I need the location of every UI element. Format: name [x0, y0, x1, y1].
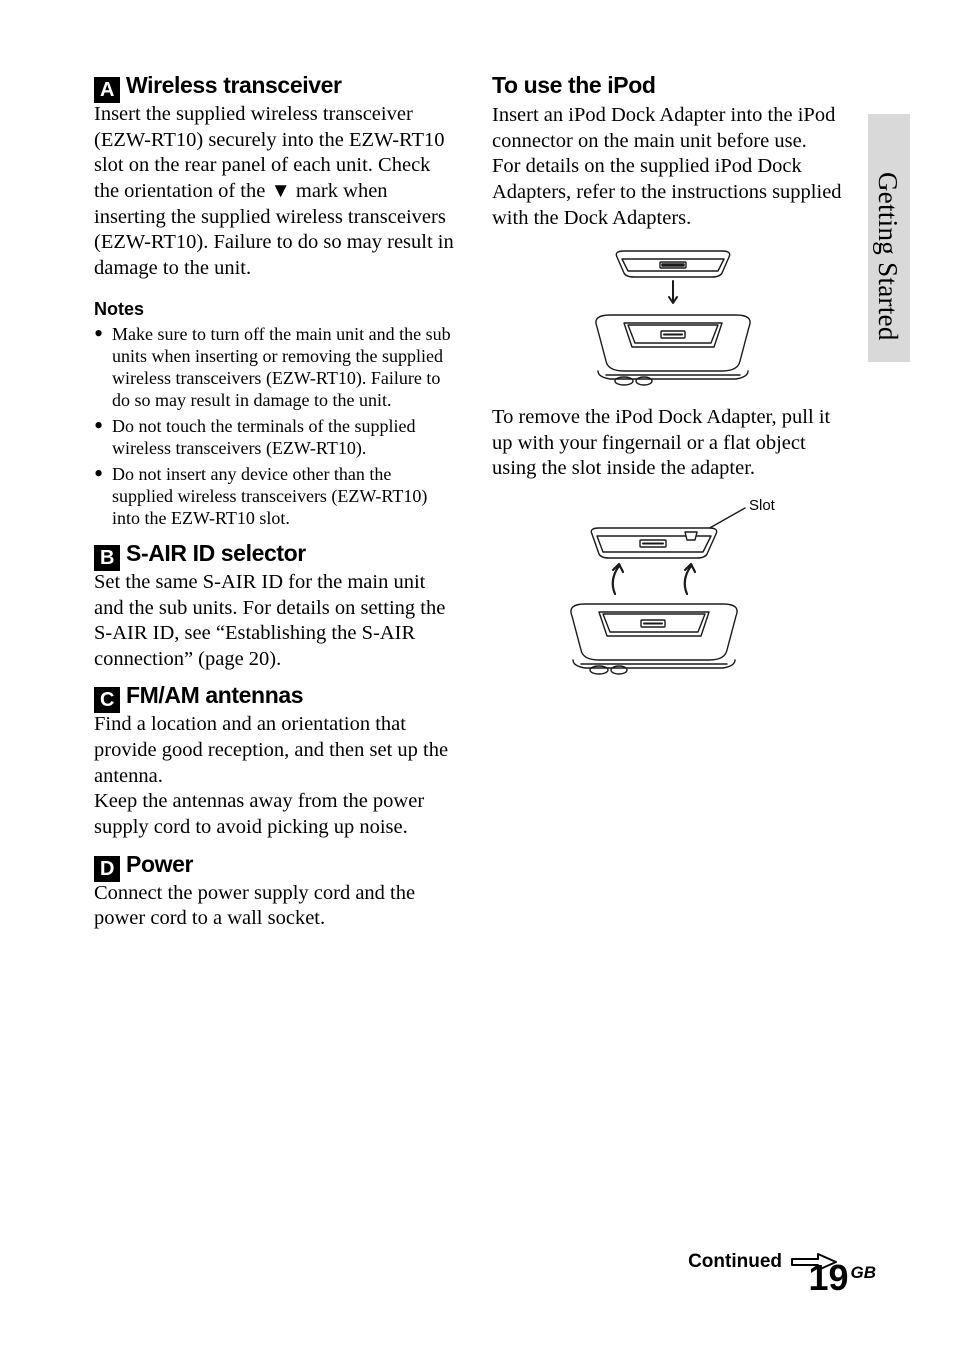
- page-number-value: 19: [808, 1257, 848, 1299]
- ipod-body-1: Insert an iPod Dock Adapter into the iPo…: [492, 103, 852, 154]
- right-column: To use the iPod Insert an iPod Dock Adap…: [492, 72, 852, 932]
- notes-heading: Notes: [94, 299, 454, 320]
- ipod-body-2: For details on the supplied iPod Dock Ad…: [492, 154, 852, 231]
- section-d-body: Connect the power supply cord and the po…: [94, 881, 454, 932]
- slot-callout-label: Slot: [749, 497, 776, 514]
- content-columns: A Wireless transceiver Insert the suppli…: [94, 72, 860, 932]
- ipod-heading: To use the iPod: [492, 72, 852, 99]
- section-a-heading: A Wireless transceiver: [94, 72, 454, 100]
- ipod-body-3: To remove the iPod Dock Adapter, pull it…: [492, 405, 852, 482]
- section-a-body: Insert the supplied wireless transceiver…: [94, 102, 454, 281]
- section-b-heading: B S-AIR ID selector: [94, 540, 454, 568]
- section-tab-label: Getting Started: [872, 172, 903, 341]
- note-item: Do not touch the terminals of the suppli…: [94, 416, 454, 460]
- section-b-title: S-AIR ID selector: [126, 540, 306, 566]
- section-b-body: Set the same S-AIR ID for the main unit …: [94, 570, 454, 673]
- note-item: Make sure to turn off the main unit and …: [94, 324, 454, 412]
- section-c-heading: C FM/AM antennas: [94, 682, 454, 710]
- section-c-badge: C: [94, 687, 120, 713]
- page-number: 19 GB: [808, 1257, 876, 1299]
- section-c-body-2: Keep the antennas away from the power su…: [94, 789, 454, 840]
- continued-label: Continued: [688, 1251, 782, 1273]
- note-item: Do not insert any device other than the …: [94, 464, 454, 530]
- dock-adapter-insert-diagram: [562, 245, 782, 395]
- section-b-badge: B: [94, 545, 120, 571]
- section-d-heading: D Power: [94, 851, 454, 879]
- section-a-title: Wireless transceiver: [126, 72, 342, 98]
- page: Getting Started A Wireless transceiver I…: [0, 0, 954, 1357]
- section-c-title: FM/AM antennas: [126, 682, 303, 708]
- notes-list: Make sure to turn off the main unit and …: [94, 324, 454, 530]
- left-column: A Wireless transceiver Insert the suppli…: [94, 72, 454, 932]
- section-a-badge: A: [94, 77, 120, 103]
- section-c-body-1: Find a location and an orientation that …: [94, 712, 454, 789]
- section-d-title: Power: [126, 851, 193, 877]
- section-d-badge: D: [94, 856, 120, 882]
- page-number-suffix: GB: [851, 1263, 877, 1283]
- dock-adapter-remove-diagram: Slot: [537, 496, 807, 686]
